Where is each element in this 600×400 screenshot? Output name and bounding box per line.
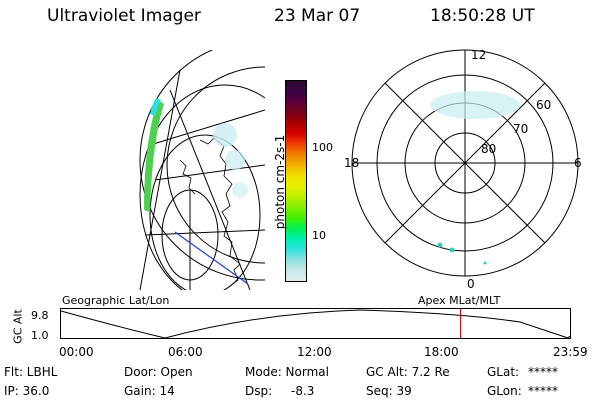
flt-status: Flt: LBHL — [4, 365, 58, 379]
instrument-title: Ultraviolet Imager — [47, 6, 201, 26]
door-status: Door: Open — [124, 365, 193, 379]
timeline-left-caption: Geographic Lat/Lon — [62, 294, 170, 307]
time-tick-0600: 06:00 — [168, 345, 203, 359]
timeline-ytick-bottom: 1.0 — [31, 329, 49, 342]
ip-status: IP: 36.0 — [4, 384, 50, 398]
mlt-label-0: 0 — [467, 277, 475, 290]
glat-label: GLat: — [487, 365, 520, 379]
colorbar-gradient — [286, 81, 306, 281]
time-tick-1200: 12:00 — [297, 345, 332, 359]
mlt-label-6: 6 — [574, 156, 582, 170]
earth-limb-inner — [166, 66, 265, 264]
glon-label: GLon: — [487, 384, 522, 398]
glon-value: ***** — [528, 384, 558, 398]
timeline-ytick-top: 9.8 — [31, 309, 49, 322]
seq-status: Seq: 39 — [366, 384, 412, 398]
time-tick-2359: 23:59 — [553, 345, 588, 359]
colorbar-tick-10: 10 — [312, 229, 326, 242]
timeline-plot — [60, 308, 571, 339]
gain-status: Gain: 14 — [124, 384, 175, 398]
mode-status: Mode: Normal — [245, 365, 329, 379]
timeline-right-caption: Apex MLat/MLT — [418, 294, 501, 307]
colorbar — [285, 80, 307, 282]
colorbar-label: photon cm-2s-1 — [273, 134, 287, 230]
colorbar-tick-100: 100 — [312, 141, 333, 154]
geographic-map — [139, 50, 265, 290]
date-label: 23 Mar 07 — [274, 6, 361, 26]
time-label: 18:50:28 UT — [430, 6, 535, 26]
gc-alt-status: GC Alt: 7.2 Re — [366, 365, 450, 379]
polar-plot: 12 18 6 0 60 70 80 — [344, 48, 582, 290]
latitude-circle — [149, 134, 261, 290]
lat-label-60: 60 — [536, 98, 551, 112]
mlt-label-18: 18 — [344, 156, 359, 170]
lat-label-70: 70 — [513, 122, 528, 136]
earth-limb-outer — [139, 50, 265, 281]
dsp-value: -8.3 — [291, 384, 315, 398]
mlt-label-12: 12 — [471, 48, 486, 62]
time-tick-0000: 00:00 — [59, 345, 94, 359]
dsp-label: Dsp: — [245, 384, 273, 398]
glat-value: ***** — [528, 365, 558, 379]
timeline-y-label: GC Alt — [11, 309, 25, 344]
time-tick-1800: 18:00 — [424, 345, 459, 359]
lat-label-80: 80 — [481, 142, 496, 156]
